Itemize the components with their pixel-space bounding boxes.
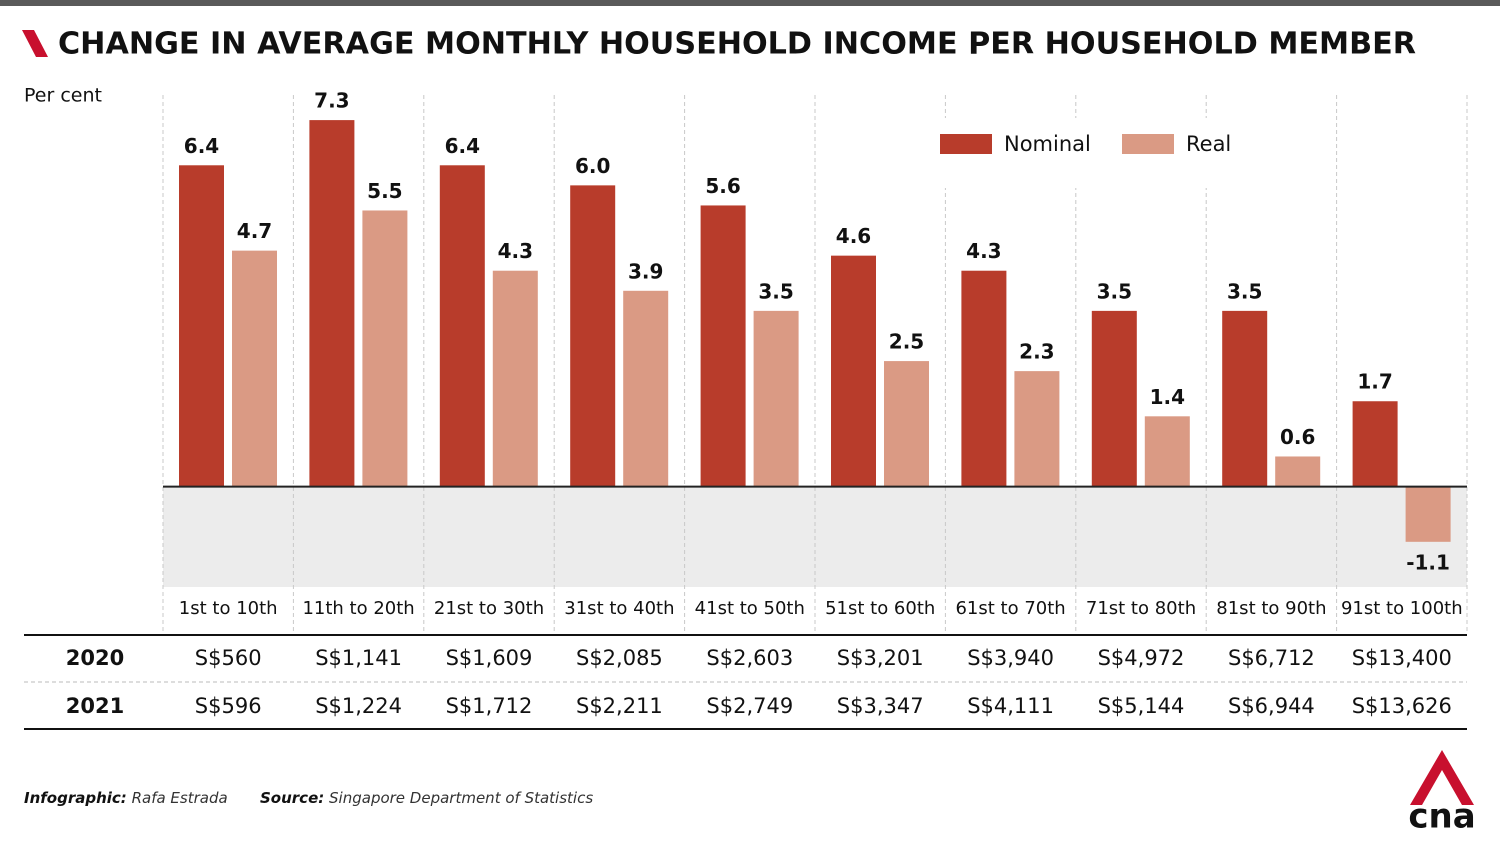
data-label: -1.1 [1406, 550, 1450, 574]
table-cell: S$5,144 [1098, 694, 1185, 718]
legend-label: Real [1186, 132, 1231, 156]
data-label: 0.6 [1280, 425, 1315, 449]
x-tick-label: 91st to 100th [1341, 598, 1463, 619]
y-axis-label: Per cent [24, 85, 102, 107]
table-cell: S$2,211 [576, 694, 663, 718]
x-tick-label: 21st to 30th [434, 598, 544, 619]
table-cell: S$4,111 [967, 694, 1054, 718]
row-header: 2020 [66, 646, 124, 670]
table-cell: S$2,603 [706, 646, 793, 670]
table-cell: S$596 [195, 694, 262, 718]
data-label: 7.3 [314, 89, 349, 113]
x-tick-label: 61st to 70th [955, 598, 1065, 619]
bar [961, 270, 1007, 487]
legend-label: Nominal [1004, 132, 1091, 156]
x-tick-label: 51st to 60th [825, 598, 935, 619]
bar [232, 250, 277, 487]
data-label: 3.5 [1097, 279, 1132, 303]
data-label: 4.3 [498, 239, 533, 263]
bar [1352, 401, 1398, 487]
data-label: 1.7 [1357, 370, 1392, 394]
logo: cna [1408, 797, 1475, 837]
bar [362, 210, 408, 487]
x-tick-label: 81st to 90th [1216, 598, 1326, 619]
bar [309, 120, 355, 487]
data-label: 4.6 [836, 224, 871, 248]
bar [439, 165, 485, 487]
data-label: 5.6 [705, 174, 740, 198]
footer-source: Source: Singapore Department of Statisti… [260, 789, 593, 807]
table-cell: S$3,940 [967, 646, 1054, 670]
table-cell: S$3,347 [837, 694, 924, 718]
chart-title: CHANGE IN AVERAGE MONTHLY HOUSEHOLD INCO… [58, 27, 1416, 62]
top-bar [0, 0, 1500, 6]
table-cell: S$1,712 [446, 694, 533, 718]
x-tick-label: 71st to 80th [1086, 598, 1196, 619]
table-cell: S$560 [195, 646, 262, 670]
data-label: 3.9 [628, 259, 663, 283]
table-cell: S$2,749 [706, 694, 793, 718]
credit: Rafa Estrada [132, 789, 228, 807]
table-cell: S$4,972 [1098, 646, 1185, 670]
table-cell: S$1,224 [315, 694, 402, 718]
bar [1144, 416, 1190, 487]
table-cell: S$3,201 [837, 646, 924, 670]
table-cell: S$1,141 [315, 646, 402, 670]
source: Singapore Department of Statistics [329, 789, 593, 807]
bar [570, 185, 616, 487]
x-tick-label: 1st to 10th [179, 598, 278, 619]
title-icon [22, 30, 48, 57]
x-tick-label: 11th to 20th [302, 598, 414, 619]
bar [179, 165, 224, 487]
table-cell: S$13,626 [1352, 694, 1452, 718]
data-label: 3.5 [1227, 279, 1262, 303]
data-label: 4.7 [237, 219, 272, 243]
bar [1275, 456, 1321, 487]
data-label: 5.5 [367, 179, 402, 203]
source-label: Source: [260, 789, 324, 807]
table-cell: S$2,085 [576, 646, 663, 670]
bar [1222, 310, 1268, 487]
data-label: 6.0 [575, 154, 610, 178]
bar [700, 205, 746, 487]
data-label: 3.5 [758, 279, 793, 303]
row-header: 2021 [66, 694, 124, 718]
data-label: 4.3 [966, 239, 1001, 263]
bar [1014, 371, 1060, 487]
legend-swatch [940, 134, 992, 154]
data-label: 2.5 [889, 330, 924, 354]
table-cell: S$6,712 [1228, 646, 1315, 670]
x-tick-label: 31st to 40th [564, 598, 674, 619]
bar [623, 290, 669, 487]
bar [884, 361, 929, 487]
data-label: 1.4 [1150, 385, 1185, 409]
footer-credit: Infographic: Rafa Estrada [24, 789, 228, 807]
table-cell: S$1,609 [446, 646, 533, 670]
table-cell: S$6,944 [1228, 694, 1315, 718]
x-tick-label: 41st to 50th [695, 598, 805, 619]
bar [492, 270, 538, 487]
bar [831, 255, 876, 487]
data-label: 2.3 [1019, 340, 1054, 364]
table-cell: S$13,400 [1352, 646, 1452, 670]
data-label: 6.4 [184, 134, 219, 158]
bar [753, 310, 799, 487]
data-label: 6.4 [445, 134, 480, 158]
bar [1405, 486, 1451, 542]
logo-mark [1410, 750, 1474, 805]
credit-label: Infographic: [24, 789, 127, 807]
legend-swatch [1122, 134, 1174, 154]
bar [1091, 310, 1137, 487]
